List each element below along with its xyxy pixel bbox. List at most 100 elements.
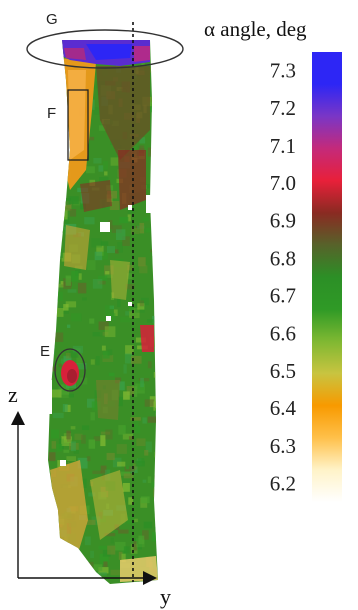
texture-cell: [55, 211, 63, 217]
texture-cell: [120, 316, 131, 323]
texture-cell: [72, 345, 83, 354]
texture-cell: [100, 465, 107, 474]
texture-cell: [56, 544, 62, 555]
texture-cell: [81, 572, 88, 577]
texture-cell: [129, 308, 140, 319]
colorbar-tick-label: 6.9: [270, 209, 296, 233]
texture-cell: [110, 537, 114, 544]
texture-cell: [151, 481, 158, 487]
texture-cell: [123, 391, 130, 400]
texture-cell: [56, 227, 64, 233]
region-e-label: E: [40, 343, 50, 360]
texture-cell: [93, 107, 100, 115]
texture-cell: [53, 75, 64, 83]
texture-cell: [153, 372, 158, 378]
colorbar-tick-label: 6.4: [270, 396, 297, 420]
texture-cell: [152, 532, 158, 542]
texture-cell: [52, 145, 62, 149]
magenta-edge-top-right: [134, 46, 150, 62]
texture-cell: [124, 353, 133, 364]
texture-cell: [55, 160, 60, 168]
texture-cell: [154, 175, 158, 187]
texture-cell: [141, 297, 149, 306]
texture-cell: [131, 227, 140, 235]
texture-cell: [55, 540, 64, 552]
texture-cell: [60, 203, 64, 212]
texture-cell: [87, 561, 94, 571]
texture-cell: [56, 443, 63, 452]
texture-cell: [53, 241, 61, 252]
texture-cell: [63, 129, 68, 136]
texture-cell: [57, 128, 65, 134]
texture-cell: [93, 158, 102, 164]
texture-cell: [126, 386, 135, 396]
texture-cell: [57, 131, 63, 141]
texture-cell: [95, 356, 100, 366]
texture-cell: [93, 564, 103, 571]
texture-cell: [78, 558, 88, 565]
texture-cell: [119, 381, 125, 391]
texture-cell: [75, 363, 87, 370]
texture-cell: [117, 242, 123, 253]
texture-cell: [106, 585, 113, 594]
texture-cell: [122, 236, 130, 246]
texture-cell: [90, 359, 95, 365]
texture-cell: [58, 363, 62, 368]
texture-cell: [92, 279, 103, 289]
texture-cell: [104, 583, 110, 584]
texture-cell: [60, 281, 64, 285]
hole-3: [106, 316, 111, 321]
colorbar-tick-label: 6.3: [270, 434, 296, 458]
notch-right-1: [146, 195, 158, 213]
texture-cell: [157, 550, 158, 558]
texture-cell: [48, 305, 55, 309]
texture-cell: [102, 549, 111, 557]
texture-cell: [139, 265, 148, 274]
texture-cell: [104, 265, 114, 275]
texture-cell: [59, 126, 64, 131]
texture-cell: [116, 444, 127, 454]
texture-cell: [133, 463, 138, 470]
texture-cell: [80, 478, 87, 488]
texture-cell: [90, 412, 95, 421]
texture-cell: [97, 279, 103, 285]
texture-cell: [154, 475, 158, 481]
texture-cell: [52, 544, 62, 552]
colorbar-tick-label: 7.1: [270, 134, 296, 158]
texture-cell: [154, 88, 158, 93]
texture-cell: [115, 249, 119, 254]
texture-cell: [67, 289, 77, 293]
region-g-label: G: [46, 11, 58, 28]
texture-cell: [65, 353, 71, 359]
texture-cell: [157, 159, 158, 167]
texture-cell: [48, 509, 60, 515]
texture-cell: [111, 225, 122, 233]
texture-cell: [114, 541, 126, 551]
texture-cell: [152, 169, 158, 177]
texture-cell: [86, 572, 96, 581]
texture-cell: [102, 406, 108, 414]
texture-cell: [125, 345, 134, 355]
texture-cell: [139, 300, 144, 307]
texture-cell: [100, 435, 106, 447]
texture-cell: [107, 401, 115, 407]
texture-cell: [109, 201, 120, 210]
texture-cell: [53, 206, 64, 211]
texture-cell: [96, 572, 107, 576]
texture-cell: [69, 351, 79, 358]
texture-cell: [150, 249, 158, 253]
texture-cell: [102, 251, 108, 260]
colorbar-tick-label: 6.2: [270, 471, 296, 495]
texture-cell: [57, 154, 62, 164]
texture-cell: [125, 466, 130, 470]
texture-cell: [59, 542, 70, 552]
texture-cell: [104, 326, 116, 338]
texture-cell: [116, 229, 126, 240]
texture-cell: [145, 441, 152, 453]
z-axis-label: z: [8, 382, 18, 407]
red-streak-top: [118, 150, 146, 210]
texture-cell: [50, 286, 57, 296]
texture-cell: [70, 426, 76, 430]
texture-cell: [69, 209, 77, 217]
